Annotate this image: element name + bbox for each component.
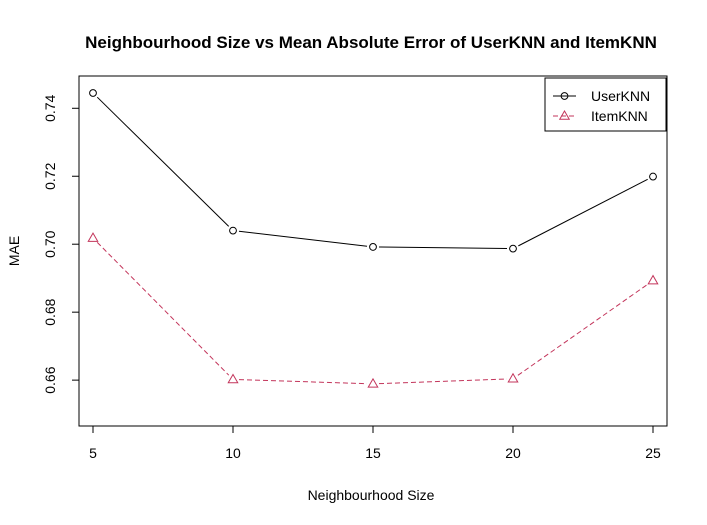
series-line-segment xyxy=(378,378,508,385)
data-point xyxy=(367,377,379,388)
x-axis-label: Neighbourhood Size xyxy=(308,487,435,503)
series-line-segment xyxy=(518,178,648,247)
series-line-segment xyxy=(238,379,368,385)
series-line-segment xyxy=(96,96,230,227)
data-point xyxy=(229,226,237,235)
series-layer xyxy=(87,89,659,388)
legend-label: UserKNN xyxy=(591,88,650,104)
data-point xyxy=(227,373,239,384)
legend-box xyxy=(544,77,667,132)
data-point xyxy=(647,274,659,285)
series-line-segment xyxy=(238,230,368,247)
series-line-segment xyxy=(517,283,649,376)
y-axis-label: MAE xyxy=(6,236,22,266)
y-tick-label: 0.68 xyxy=(42,298,58,325)
y-tick-label: 0.72 xyxy=(42,162,58,189)
data-point xyxy=(89,89,97,97)
series-userknn xyxy=(89,89,657,253)
x-tick-label: 25 xyxy=(645,445,661,461)
data-point xyxy=(649,172,657,181)
data-point xyxy=(369,243,377,251)
y-tick-label: 0.70 xyxy=(42,230,58,257)
series-line-segment xyxy=(378,246,508,250)
legend-label: ItemKNN xyxy=(591,108,648,124)
data-point xyxy=(507,372,519,383)
x-tick-label: 20 xyxy=(505,445,521,461)
y-tick-label: 0.66 xyxy=(42,366,58,393)
x-tick-label: 5 xyxy=(89,445,97,461)
x-tick-label: 15 xyxy=(365,445,381,461)
y-axis: 0.66 0.68 0.70 0.72 0.74 xyxy=(42,94,80,394)
legend-marker xyxy=(558,109,571,120)
legend: UserKNN ItemKNN xyxy=(544,77,667,132)
legend-marker xyxy=(560,92,569,100)
x-tick-label: 10 xyxy=(225,445,241,461)
chart-title: Neighbourhood Size vs Mean Absolute Erro… xyxy=(85,33,657,52)
series-line-segment xyxy=(96,241,230,376)
data-point xyxy=(509,244,517,253)
x-axis: 5 10 15 20 25 xyxy=(89,425,661,461)
series-itemknn xyxy=(87,232,659,388)
y-tick-label: 0.74 xyxy=(42,94,58,121)
data-point xyxy=(87,232,99,242)
